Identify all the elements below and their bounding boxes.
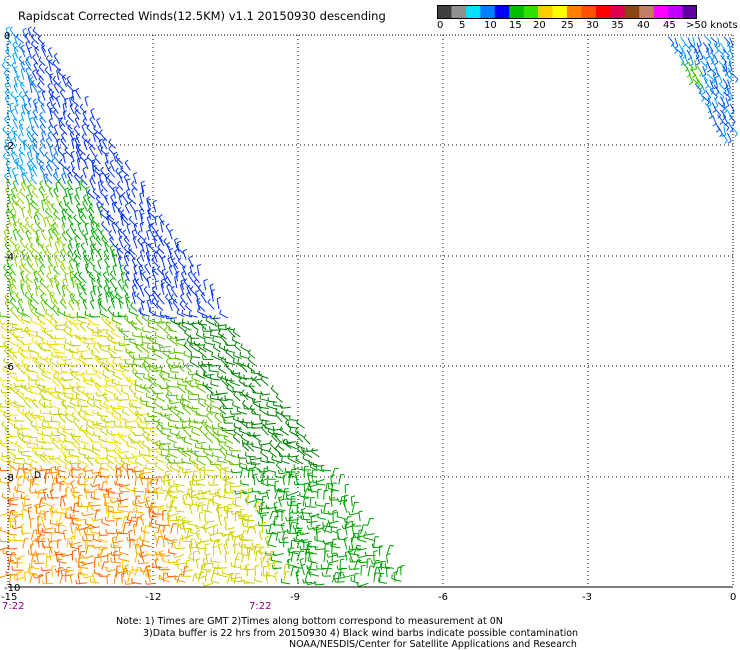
lat-tick-label: -6 — [4, 362, 14, 373]
colorbar-segment — [552, 5, 568, 19]
colorbar-segment — [682, 5, 697, 19]
scale-label: 20 — [533, 20, 546, 31]
map-title: Rapidscat Corrected Winds(12.5KM) v1.1 2… — [18, 9, 386, 23]
colorbar-segment — [595, 5, 611, 19]
colorbar-segment — [581, 5, 597, 19]
colorbar-segment — [480, 5, 496, 19]
note-line-3: NOAA/NESDIS/Center for Satellite Applica… — [289, 639, 577, 650]
lon-tick-label: -12 — [145, 592, 161, 603]
time-label-left: 7:22 — [2, 601, 24, 612]
scale-label: 5 — [459, 20, 466, 31]
wind-speed-colorbar — [437, 5, 697, 19]
lat-tick-label: -10 — [4, 583, 20, 594]
latitude-tick-labels: 0 -2 -4 -6 -8 -10 — [4, 31, 20, 594]
map-marker-d: D — [34, 471, 41, 481]
scale-label: 10 — [484, 20, 497, 31]
note-line-1: Note: 1) Times are GMT 2)Times along bot… — [116, 616, 503, 627]
wind-barbs-corner-swath — [668, 35, 739, 144]
time-label-center: 7:22 — [249, 601, 271, 612]
colorbar-segment — [494, 5, 510, 19]
colorbar-segment — [538, 5, 554, 19]
scale-label: 25 — [561, 20, 574, 31]
lat-tick-label: -2 — [4, 141, 14, 152]
colorbar-segment — [653, 5, 669, 19]
colorbar-segment — [509, 5, 525, 19]
lon-tick-label: -9 — [290, 592, 300, 603]
longitude-tick-labels: -15 -12 -9 -6 -3 0 — [1, 592, 736, 603]
scale-label: 45 — [663, 20, 676, 31]
lon-tick-label: -3 — [582, 592, 592, 603]
lat-lon-grid — [8, 35, 733, 587]
wind-speed-scale-labels: 0 5 10 15 20 25 30 35 40 45 >50 knots — [0, 20, 740, 34]
lon-tick-label: -15 — [1, 592, 17, 603]
colorbar-segment — [639, 5, 655, 19]
lat-tick-label: -8 — [4, 473, 14, 484]
map-frame — [7, 34, 734, 588]
colorbar-segment — [567, 5, 583, 19]
scale-label: 15 — [509, 20, 522, 31]
colorbar-segment — [451, 5, 467, 19]
colorbar-segment — [437, 5, 453, 19]
colorbar-segment — [624, 5, 640, 19]
lon-tick-label: 0 — [730, 592, 736, 603]
wind-barbs-main-swath — [0, 26, 405, 588]
lon-tick-label: -6 — [438, 592, 448, 603]
scale-label: 30 — [586, 20, 599, 31]
scale-label: 40 — [637, 20, 650, 31]
lat-tick-label: -4 — [4, 252, 14, 263]
colorbar-segment — [610, 5, 626, 19]
wind-map[interactable]: -15 -12 -9 -6 -3 0 0 -2 -4 -6 -8 -10 7:22 7:22 D — [0, 0, 740, 615]
colorbar-segment — [523, 5, 539, 19]
colorbar-segment — [465, 5, 481, 19]
note-line-2: 3)Data buffer is 22 hrs from 20150930 4)… — [143, 628, 579, 639]
colorbar-segment — [668, 5, 684, 19]
scale-label: 0 — [437, 20, 444, 31]
lat-tick-label: 0 — [4, 31, 10, 42]
scale-label: >50 knots — [686, 20, 738, 31]
scale-label: 35 — [611, 20, 624, 31]
